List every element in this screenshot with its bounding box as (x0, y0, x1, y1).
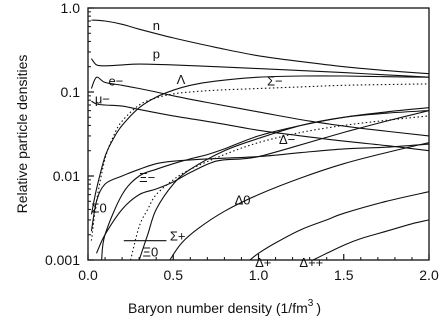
curve-label: μ− (95, 91, 110, 106)
curve-label: Δ+ (255, 255, 271, 270)
y-axis-label: Relative particle densities (14, 55, 30, 214)
series-line (249, 191, 430, 261)
x-axis-label-superscript: 3 (308, 298, 314, 309)
curve-label: Δ− (279, 132, 295, 147)
curve-label: Δ++ (299, 255, 323, 270)
series-line (90, 75, 430, 215)
curve-label: p (153, 47, 160, 62)
x-tick-label: 2.0 (419, 267, 439, 283)
plot-frame (87, 7, 430, 261)
series-line (90, 58, 430, 78)
y-tick-label: 0.1 (61, 84, 81, 100)
x-axis-label-main: Baryon number density (1/fm (128, 300, 308, 316)
y-tick-label: 0.01 (53, 168, 80, 184)
curve-label: Ξ− (139, 170, 155, 185)
curve-label: Σ0 (91, 200, 106, 215)
series-line (91, 100, 430, 152)
series-line (169, 142, 430, 261)
x-axis-label-close: ) (316, 300, 321, 316)
curve-label: Δ0 (235, 192, 251, 207)
series-line (91, 19, 430, 75)
series-line (130, 115, 430, 261)
curve-label: Ξ0 (143, 245, 159, 260)
x-tick-label: 1.5 (334, 267, 354, 283)
series-line (95, 110, 430, 254)
curves (90, 19, 430, 261)
series-line (90, 76, 430, 137)
series-line (101, 107, 430, 261)
curve-label: Λ (177, 72, 186, 87)
curve-labels: np e− Λ Σ− μ− Δ− Ξ− Σ0 Δ0 Σ+ Ξ0 Δ+ Δ++ (91, 18, 323, 270)
series-line (312, 219, 430, 261)
curve-label: n (153, 18, 160, 33)
curve-label: Σ+ (170, 229, 186, 244)
x-axis-label: Baryon number density (1/fm3) (128, 298, 321, 316)
x-tick-label: 0.0 (78, 267, 98, 283)
series-line (90, 83, 430, 241)
series-line (90, 143, 430, 232)
curve-label: e− (108, 73, 123, 88)
axis-ticks: 0.0 0.5 1.0 1.5 2.0 0.001 0.01 0.1 1.0 (45, 0, 439, 283)
x-tick-label: 1.0 (249, 267, 269, 283)
y-tick-label: 0.001 (45, 252, 80, 268)
x-tick-label: 0.5 (164, 267, 184, 283)
y-tick-label: 1.0 (61, 0, 81, 16)
curve-label: Σ− (267, 73, 283, 88)
